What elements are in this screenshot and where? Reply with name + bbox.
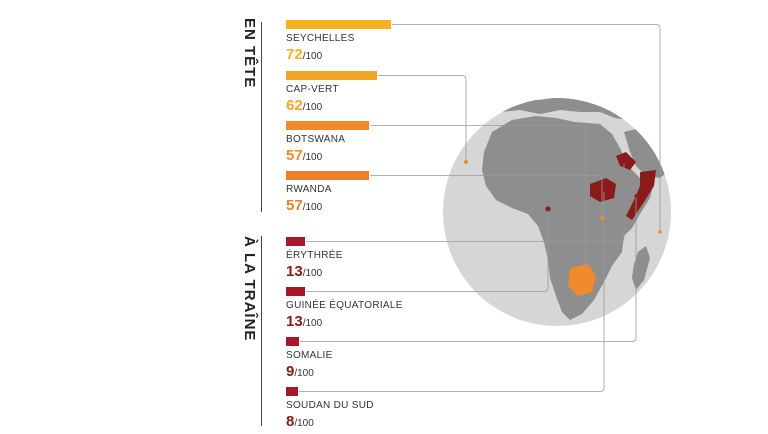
bar-rwanda: [286, 171, 370, 180]
bar--rythr-e: [286, 237, 305, 246]
section-label-top: EN TÊTE: [241, 18, 258, 89]
score: 9/100: [286, 363, 314, 381]
bar-seychelles: [286, 20, 392, 29]
bar-botswana: [286, 121, 370, 130]
connector-somalie: [300, 196, 637, 342]
score-suffix: /100: [302, 268, 323, 279]
bar-soudan-du-sud: [286, 387, 298, 396]
score-suffix: /100: [302, 51, 323, 62]
score: 8/100: [286, 413, 314, 431]
score-suffix: /100: [294, 418, 314, 429]
score: 13/100: [286, 263, 322, 281]
score-suffix: /100: [294, 368, 314, 379]
score-value: 9: [286, 363, 295, 380]
highlight-erythree: [616, 152, 636, 170]
score-value: 72: [286, 46, 303, 63]
connector-rwanda: [370, 175, 603, 218]
connector-dot: [600, 216, 604, 220]
section-line-bottom: [261, 236, 262, 426]
connector-dot: [602, 188, 606, 192]
connector-dot: [622, 160, 626, 164]
country-name: GUINÉE ÉQUATORIALE: [286, 300, 403, 311]
connector-dot: [584, 276, 588, 280]
connector-dot: [658, 230, 662, 234]
score-value: 62: [286, 97, 303, 114]
score-suffix: /100: [302, 102, 323, 113]
score: 62/100: [286, 97, 322, 115]
score-value: 13: [286, 263, 303, 280]
connector-dot: [546, 207, 550, 211]
connector--rythr-e: [305, 162, 625, 242]
country-name: BOTSWANA: [286, 134, 346, 145]
bar-somalie: [286, 337, 300, 346]
connector-lines: [298, 24, 662, 392]
highlight-botswana: [568, 264, 596, 296]
highlight-somalie: [626, 170, 656, 220]
connector-dot: [464, 160, 468, 164]
connector-soudan-du-sud: [298, 190, 605, 392]
country-name: ÉRYTHRÉE: [286, 250, 343, 261]
connector-seychelles: [392, 24, 661, 232]
score-suffix: /100: [302, 202, 323, 213]
connector-guin-e-quatoriale: [305, 209, 549, 292]
africa-landmass: [482, 116, 654, 320]
bar-cap-vert: [286, 71, 377, 80]
section-label-bottom: À LA TRAÎNE: [241, 236, 258, 342]
connector-botswana: [370, 125, 587, 278]
score: 57/100: [286, 147, 322, 165]
score-value: 13: [286, 313, 303, 330]
score-suffix: /100: [302, 318, 323, 329]
score: 57/100: [286, 197, 322, 215]
country-name: CAP-VERT: [286, 84, 339, 95]
country-name: SOMALIE: [286, 350, 333, 361]
bar-guin-e-quatoriale: [286, 287, 305, 296]
score: 13/100: [286, 313, 322, 331]
country-name: SOUDAN DU SUD: [286, 400, 374, 411]
country-name: SEYCHELLES: [286, 33, 355, 44]
connector-cap-vert: [377, 75, 467, 162]
score-value: 57: [286, 147, 303, 164]
score-value: 57: [286, 197, 303, 214]
score-suffix: /100: [302, 152, 323, 163]
madagascar-landmass: [632, 246, 650, 290]
country-name: RWANDA: [286, 184, 332, 195]
score-value: 8: [286, 413, 295, 430]
connector-dot: [634, 194, 638, 198]
score: 72/100: [286, 46, 322, 64]
section-line-top: [261, 22, 262, 212]
